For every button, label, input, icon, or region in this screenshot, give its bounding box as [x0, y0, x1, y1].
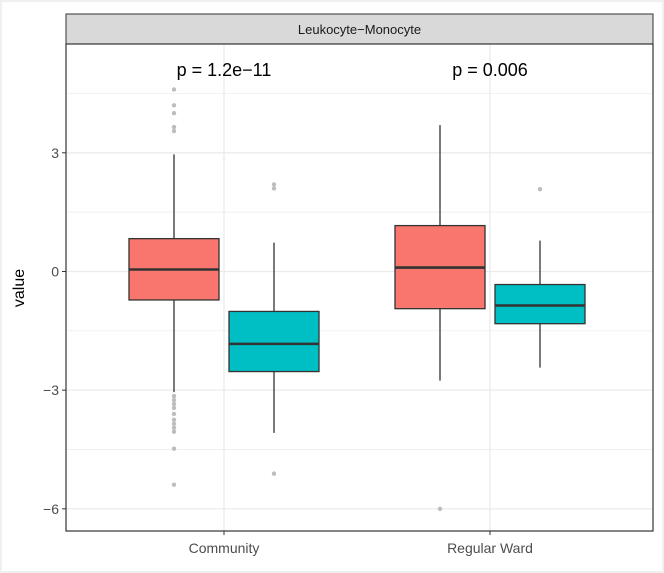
marks — [128, 87, 586, 512]
outlier-point — [171, 405, 177, 411]
x-tick-label: Regular Ward — [447, 540, 533, 556]
y-tick-label: 0 — [51, 263, 59, 279]
outlier-point — [171, 421, 177, 426]
y-tick-label: 3 — [51, 145, 59, 161]
outlier-point — [537, 186, 543, 192]
outlier-point — [171, 446, 177, 451]
y-axis-label: value — [11, 269, 28, 307]
p-value-community: p = 1.2e−11 — [177, 60, 272, 80]
box — [228, 310, 320, 373]
outlier-point — [171, 411, 177, 417]
outlier-point — [437, 506, 443, 512]
grid — [66, 44, 653, 531]
panel-border — [65, 43, 654, 532]
outlier-point — [271, 186, 277, 191]
x-tick-label: Community — [189, 540, 260, 556]
y-tick-label: −6 — [43, 501, 59, 517]
p-value-regular-ward: p = 0.006 — [452, 60, 528, 80]
axes: 3 0 −3 −6 Community Regular Ward — [43, 145, 533, 556]
outlier-point — [171, 111, 177, 116]
outlier-point — [171, 401, 177, 407]
outlier-point — [171, 103, 177, 108]
outlier-point — [171, 429, 177, 434]
outlier-point — [171, 87, 177, 92]
box — [494, 283, 586, 325]
outlier-point — [171, 393, 177, 399]
outlier-point — [171, 397, 177, 403]
outlier-point — [171, 124, 177, 130]
outlier-point — [171, 482, 177, 487]
outlier-point — [271, 471, 277, 476]
facet-label: Leukocyte−Monocyte — [298, 22, 421, 37]
outlier-point — [171, 417, 177, 423]
facet-strip — [65, 13, 654, 45]
outlier-point — [271, 182, 277, 187]
y-tick-label: −3 — [43, 382, 59, 398]
outlier-point — [171, 128, 177, 134]
outlier-point — [171, 425, 177, 430]
